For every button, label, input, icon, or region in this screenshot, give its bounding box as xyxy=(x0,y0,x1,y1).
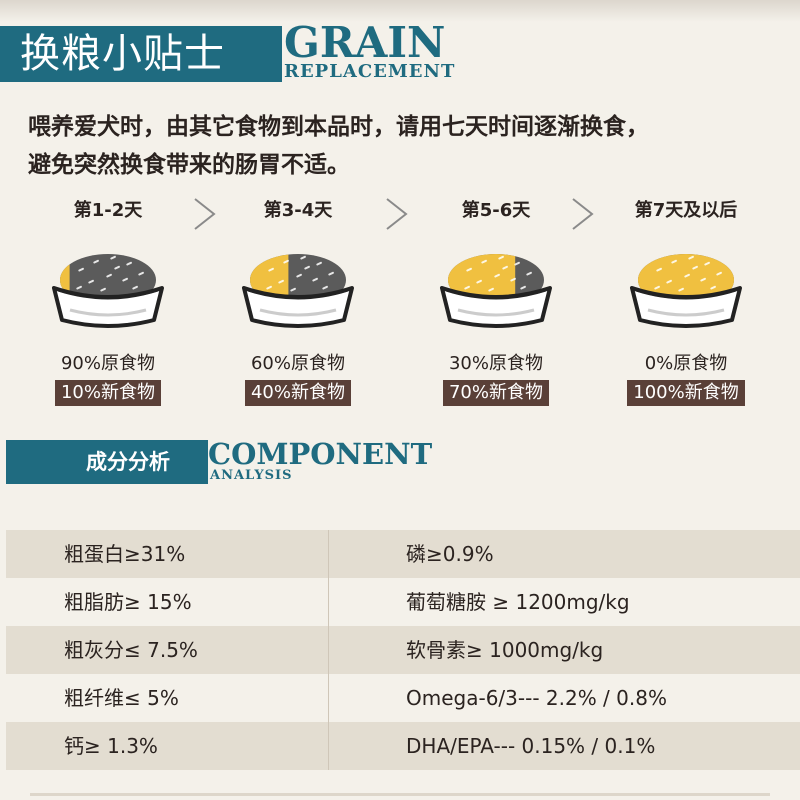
step-title: 第1-2天 xyxy=(73,200,143,221)
old-food-percent: 0%原食物 xyxy=(644,353,728,374)
step-day-5-6: 第5-6天 30%原食物 70%新食物 xyxy=(416,196,576,406)
section-title-cn: 换粮小贴士 xyxy=(20,31,225,77)
food-bowl-icon xyxy=(242,254,354,328)
step-day-7-plus: 第7天及以后 0%原食物 100%新食物 xyxy=(606,196,766,406)
food-bowl-icon xyxy=(440,254,552,328)
section-title-cn: 成分分析 xyxy=(86,450,170,474)
step-title: 第7天及以后 xyxy=(634,200,738,221)
step-title: 第5-6天 xyxy=(461,200,531,221)
section-subtitle-en: REPLACEMENT xyxy=(284,61,456,82)
chevron-right-icon xyxy=(386,198,408,230)
table-cell: 粗纤维≤ 5% xyxy=(64,686,179,710)
step-title: 第3-4天 xyxy=(263,200,333,221)
component-table: 粗蛋白≥31% 磷≥0.9% 粗脂肪≥ 15% 葡萄糖胺 ≥ 1200mg/kg… xyxy=(6,530,800,770)
section-subtitle-en: ANALYSIS xyxy=(210,468,293,483)
table-cell: 磷≥0.9% xyxy=(406,542,494,566)
table-cell: 粗灰分≤ 7.5% xyxy=(64,638,198,662)
table-row: 钙≥ 1.3% DHA/EPA--- 0.15% / 0.1% xyxy=(6,722,800,770)
table-row: 粗蛋白≥31% 磷≥0.9% xyxy=(6,530,800,578)
table-cell: DHA/EPA--- 0.15% / 0.1% xyxy=(406,734,656,758)
new-food-percent: 100%新食物 xyxy=(627,380,745,406)
intro-text: 喂养爱犬时，由其它食物到本品时，请用七天时间逐渐换食， 避免突然换食带来的肠胃不… xyxy=(28,108,788,184)
old-food-percent: 90%原食物 xyxy=(60,353,155,374)
food-bowl-icon xyxy=(630,254,742,328)
food-bowl-icon xyxy=(52,254,164,328)
step-day-1-2: 第1-2天 90%原食物 10%新食物 xyxy=(28,196,188,406)
old-food-percent: 60%原食物 xyxy=(250,353,345,374)
table-cell: Omega-6/3--- 2.2% / 0.8% xyxy=(406,686,667,710)
section-title-en: COMPONENT xyxy=(208,437,433,471)
table-cell: 钙≥ 1.3% xyxy=(64,734,158,758)
table-cell: 软骨素≥ 1000mg/kg xyxy=(406,638,604,662)
chevron-right-icon xyxy=(572,198,594,230)
table-cell: 粗蛋白≥31% xyxy=(64,542,186,566)
table-cell: 粗脂肪≥ 15% xyxy=(64,590,192,614)
table-row: 粗灰分≤ 7.5% 软骨素≥ 1000mg/kg xyxy=(6,626,800,674)
table-row: 粗纤维≤ 5% Omega-6/3--- 2.2% / 0.8% xyxy=(6,674,800,722)
table-row: 粗脂肪≥ 15% 葡萄糖胺 ≥ 1200mg/kg xyxy=(6,578,800,626)
old-food-percent: 30%原食物 xyxy=(448,353,543,374)
new-food-percent: 10%新食物 xyxy=(54,380,161,406)
table-cell: 葡萄糖胺 ≥ 1200mg/kg xyxy=(406,590,630,614)
section-header-bar xyxy=(0,26,282,82)
divider xyxy=(30,793,770,796)
new-food-percent: 70%新食物 xyxy=(442,380,549,406)
section-title-en: GRAIN xyxy=(284,18,446,67)
chevron-right-icon xyxy=(194,198,216,230)
step-day-3-4: 第3-4天 60%原食物 40%新食物 xyxy=(218,196,378,406)
intro-line: 喂养爱犬时，由其它食物到本品时，请用七天时间逐渐换食， xyxy=(28,114,649,140)
section-header-bar xyxy=(6,440,208,484)
intro-line: 避免突然换食带来的肠胃不适。 xyxy=(28,152,350,178)
top-background xyxy=(0,0,800,22)
table-divider xyxy=(328,530,329,770)
new-food-percent: 40%新食物 xyxy=(244,380,351,406)
